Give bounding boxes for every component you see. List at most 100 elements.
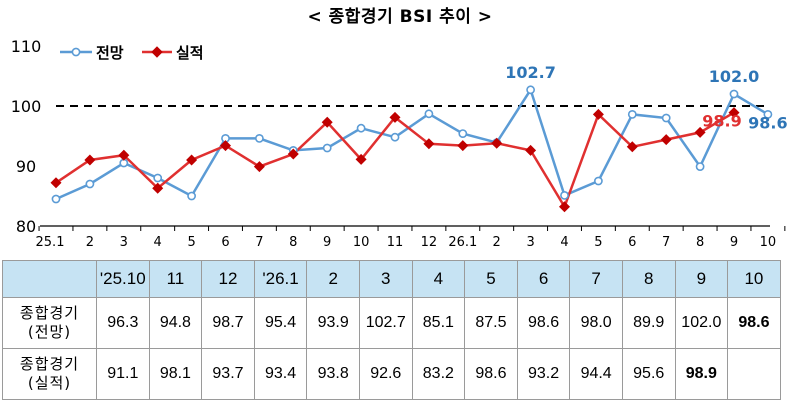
data-point-forecast	[187, 191, 196, 201]
x-tick-label: 4	[560, 235, 568, 250]
table-row-actual: 종합경기 (실적) 91.1 98.1 93.7 93.4 93.8 92.6 …	[2, 348, 781, 400]
table-cell: 93.8	[306, 348, 360, 400]
x-tick-label: 10	[760, 235, 777, 250]
series-line-forecast	[55, 86, 769, 201]
col-header: 7	[569, 260, 623, 298]
col-header: '26.1	[253, 260, 308, 298]
data-point-actual	[186, 154, 198, 166]
x-tick-label: 25.1	[36, 235, 65, 250]
table-cell: 98.7	[201, 297, 255, 349]
table-cell: 93.2	[516, 348, 571, 400]
table-cell: 92.6	[358, 348, 413, 400]
y-tick-label: 80	[16, 217, 36, 236]
y-tick-label: 110	[11, 37, 42, 56]
table-cell: 98.9	[674, 348, 729, 400]
data-point-forecast	[526, 85, 535, 95]
data-point-forecast	[729, 89, 739, 99]
data-point-forecast	[661, 113, 671, 123]
table-cell: 95.4	[253, 297, 308, 349]
table-cell: 94.4	[569, 348, 623, 400]
table-cell: 89.9	[621, 297, 676, 349]
x-tick-label: 4	[154, 235, 162, 250]
data-point-actual	[626, 141, 638, 153]
data-point-actual	[728, 107, 740, 119]
x-tick-label: 11	[387, 235, 404, 250]
table-cell: 98.0	[569, 297, 623, 349]
col-header: 11	[148, 260, 203, 298]
table-cell: 98.6	[516, 297, 571, 349]
col-header: 9	[674, 260, 729, 298]
data-point-actual	[660, 134, 672, 146]
y-tick-label: 90	[16, 157, 36, 176]
col-header: 8	[621, 260, 676, 298]
row-header-forecast: 종합경기 (전망)	[2, 297, 97, 349]
data-point-forecast	[85, 179, 95, 189]
data-point-forecast	[695, 162, 705, 171]
table-cell: 98.6	[727, 297, 781, 349]
row-header-actual: 종합경기 (실적)	[2, 348, 97, 400]
x-tick-label: 3	[526, 235, 534, 250]
table-cell	[727, 348, 781, 400]
col-header: 12	[201, 260, 255, 298]
data-label: 98.6	[748, 113, 787, 132]
x-tick-label: 6	[628, 235, 636, 250]
row-label-line2: (전망)	[27, 323, 72, 341]
x-tick-label: 7	[255, 235, 263, 250]
table-cell: 91.1	[96, 348, 150, 400]
data-point-actual	[287, 148, 299, 160]
x-tick-label: 9	[323, 235, 331, 250]
table-cell: 83.2	[411, 348, 466, 400]
table-cell: 85.1	[411, 297, 466, 349]
table-header-row: '25.10 11 12 '26.1 2 3 4 5 6 7 8 9 10	[2, 260, 781, 298]
data-point-actual	[457, 140, 469, 152]
row-label-line1: 종합경기	[19, 355, 80, 373]
data-point-actual	[152, 182, 164, 194]
legend-marker-forecast	[71, 47, 81, 57]
data-point-actual	[491, 137, 503, 149]
data-point-actual	[84, 154, 96, 166]
data-point-actual	[219, 140, 232, 152]
col-header: 3	[358, 260, 413, 298]
data-point-forecast	[560, 190, 569, 200]
data-label: 98.9	[702, 112, 741, 131]
data-point-actual	[694, 126, 706, 138]
col-header: '25.10	[96, 260, 150, 298]
x-tick-label: 6	[221, 235, 229, 250]
col-header: 6	[516, 260, 571, 298]
col-header: 2	[306, 260, 360, 298]
data-point-actual	[423, 138, 435, 150]
row-label-line2: (실적)	[27, 374, 72, 392]
table-corner-cell	[2, 260, 97, 298]
data-point-forecast	[390, 132, 400, 142]
table-cell: 102.7	[358, 297, 413, 349]
x-tick-label: 3	[120, 235, 128, 250]
data-point-forecast	[254, 134, 264, 143]
table-row-forecast: 종합경기 (전망) 96.3 94.8 98.7 95.4 93.9 102.7…	[2, 297, 781, 349]
table-cell: 93.9	[306, 297, 360, 349]
data-point-forecast	[51, 194, 61, 204]
x-tick-label: 5	[594, 235, 602, 250]
data-point-actual	[558, 201, 571, 213]
col-header: 4	[411, 260, 466, 298]
x-tick-label: 12	[421, 235, 438, 250]
data-point-forecast	[594, 176, 603, 186]
table-cell: 102.0	[674, 297, 729, 349]
col-header: 5	[464, 260, 518, 298]
data-point-actual	[321, 116, 333, 128]
y-tick-label: 100	[11, 97, 42, 116]
data-point-forecast	[322, 143, 332, 153]
data-point-actual	[525, 144, 537, 156]
table-cell: 98.1	[148, 348, 203, 400]
data-point-forecast	[424, 109, 434, 119]
x-tick-label: 2	[493, 235, 501, 250]
table-cell: 98.6	[464, 348, 518, 400]
table-cell: 87.5	[464, 297, 518, 349]
x-tick-label: 8	[289, 235, 297, 250]
table-cell: 95.6	[621, 348, 676, 400]
data-point-actual	[50, 177, 62, 189]
x-tick-label: 9	[730, 235, 738, 250]
page-title: < 종합경기 BSI 추이 >	[307, 7, 493, 27]
table-cell: 93.4	[253, 348, 308, 400]
data-point-forecast	[458, 129, 468, 138]
table-cell: 93.7	[201, 348, 255, 400]
